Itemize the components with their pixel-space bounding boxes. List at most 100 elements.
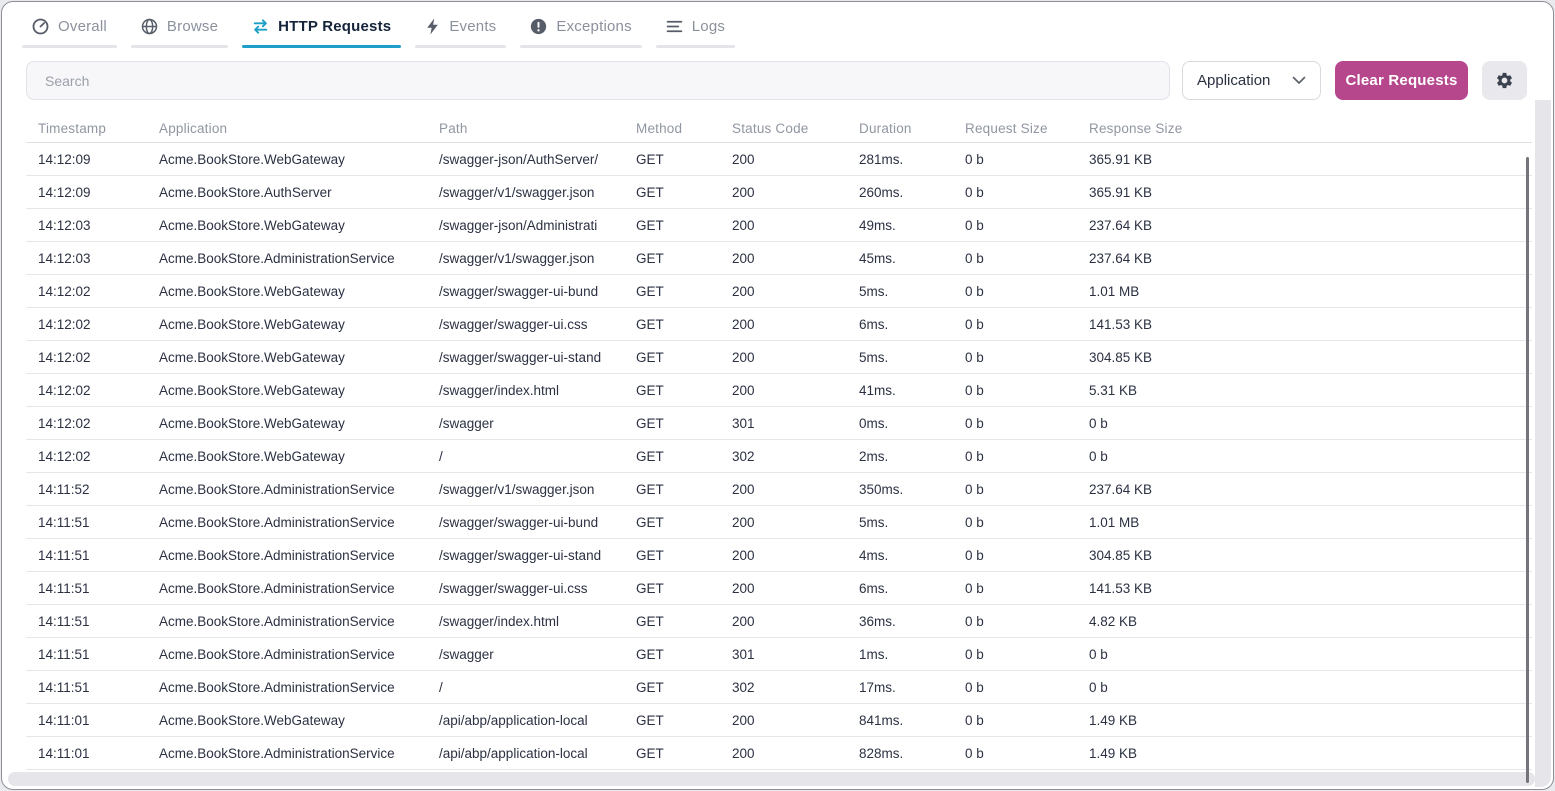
table-row[interactable]: 14:11:51 Acme.BookStore.AdministrationSer… [26,671,1532,704]
cell-request-size: 0 b [965,448,984,464]
cell-duration: 281ms. [859,151,904,167]
table-row[interactable]: 14:11:52 Acme.BookStore.AdministrationSer… [26,473,1532,506]
table-row[interactable]: 14:12:03 Acme.BookStore.AdministrationSer… [26,242,1532,275]
cell-duration: 6ms. [859,316,889,332]
tab-label: Logs [691,18,726,35]
cell-application: Acme.BookStore.WebGateway [159,382,345,398]
cell-timestamp: 14:11:51 [38,646,90,662]
table-row[interactable]: 14:12:02 Acme.BookStore.WebGateway/swagge… [26,407,1532,440]
cell-request-size: 0 b [965,316,984,332]
table-row[interactable]: 14:12:02 Acme.BookStore.WebGateway/swagge… [26,275,1532,308]
tab-exceptions[interactable]: Exceptions [520,14,643,48]
table-row[interactable]: 14:12:09 Acme.BookStore.WebGateway/swagge… [26,143,1532,176]
cell-timestamp: 14:11:51 [38,514,90,530]
cell-status-code: 302 [732,448,755,464]
cell-request-size: 0 b [965,580,984,596]
settings-button[interactable] [1482,61,1527,100]
cell-duration: 45ms. [859,250,896,266]
table-row[interactable]: 14:11:01 Acme.BookStore.WebGateway/api/ab… [26,704,1532,737]
clear-requests-button[interactable]: Clear Requests [1335,61,1468,100]
cell-request-size: 0 b [965,613,984,629]
cell-request-size: 0 b [965,514,984,530]
exclamation-icon [530,18,547,35]
tab-events[interactable]: Events [415,14,507,48]
column-header-path: Path [439,120,468,136]
table-header: Timestamp Application Path Method Status… [26,114,1532,143]
cell-status-code: 301 [732,646,755,662]
cell-duration: 2ms. [859,448,889,464]
cell-timestamp: 14:11:51 [38,547,90,563]
cell-timestamp: 14:12:02 [38,283,91,299]
cell-method: GET [636,448,664,464]
table-row[interactable]: 14:12:09 Acme.BookStore.AuthServer/swagge… [26,176,1532,209]
cell-path: /swagger [439,415,494,431]
cell-response-size: 304.85 KB [1089,547,1153,563]
cell-duration: 828ms. [859,745,904,761]
cell-duration: 5ms. [859,283,889,299]
table-row[interactable]: 14:11:51 Acme.BookStore.AdministrationSer… [26,572,1532,605]
cell-method: GET [636,547,664,563]
cell-duration: 36ms. [859,613,896,629]
application-filter-dropdown[interactable]: Application [1182,61,1321,100]
cell-timestamp: 14:11:01 [38,712,90,728]
tab-label: Events [449,18,497,35]
cell-status-code: 200 [732,184,755,200]
gauge-icon [32,18,49,35]
logs-icon [666,19,683,34]
cell-duration: 6ms. [859,580,889,596]
table-row[interactable]: 14:11:01 Acme.BookStore.AdministrationSer… [26,737,1532,770]
vertical-scrollbar-track[interactable] [1535,100,1551,787]
cell-timestamp: 14:12:02 [38,415,91,431]
tab-logs[interactable]: Logs [655,14,736,48]
cell-application: Acme.BookStore.WebGateway [159,151,345,167]
tab-http-requests[interactable]: HTTP Requests [242,14,402,48]
cell-application: Acme.BookStore.AdministrationService [159,250,395,266]
table-row[interactable]: 14:12:02 Acme.BookStore.WebGateway/swagge… [26,308,1532,341]
column-header-request-size: Request Size [965,120,1048,136]
column-header-duration: Duration [859,120,912,136]
cell-path: /api/abp/application-local [439,745,588,761]
table-row[interactable]: 14:12:03 Acme.BookStore.WebGateway/swagge… [26,209,1532,242]
table-row[interactable]: 14:11:51 Acme.BookStore.AdministrationSer… [26,539,1532,572]
table-row[interactable]: 14:12:02 Acme.BookStore.WebGateway / GET 302… [26,440,1532,473]
column-header-application: Application [159,120,228,136]
cell-application: Acme.BookStore.AdministrationService [159,514,395,530]
cell-path: /swagger/swagger-ui-stand [439,547,602,563]
cell-path: /swagger/index.html [439,382,560,398]
cell-request-size: 0 b [965,745,984,761]
horizontal-scrollbar-track[interactable] [8,772,1535,786]
cell-method: GET [636,382,664,398]
cell-request-size: 0 b [965,382,984,398]
cell-method: GET [636,613,664,629]
cell-request-size: 0 b [965,646,984,662]
table-row[interactable]: 14:12:02 Acme.BookStore.WebGateway/swagge… [26,374,1532,407]
tab-browse[interactable]: Browse [130,14,229,48]
table-row[interactable]: 14:11:51 Acme.BookStore.AdministrationSer… [26,605,1532,638]
search-input[interactable] [26,61,1170,100]
cell-duration: 1ms. [859,646,889,662]
cell-path: /swagger-json/Administrati [439,217,598,233]
cell-application: Acme.BookStore.AdministrationService [159,547,395,563]
cell-duration: 260ms. [859,184,904,200]
table-row[interactable]: 14:11:51 Acme.BookStore.AdministrationSer… [26,506,1532,539]
table-row[interactable]: 14:11:51 Acme.BookStore.AdministrationSer… [26,638,1532,671]
cell-request-size: 0 b [965,481,984,497]
tab-label: Exceptions [556,18,632,35]
cell-timestamp: 14:12:02 [38,382,91,398]
cell-path: /swagger [439,646,494,662]
cell-response-size: 0 b [1089,646,1108,662]
cell-duration: 350ms. [859,481,904,497]
cell-timestamp: 14:12:03 [38,250,91,266]
cell-path: /api/abp/application-local [439,712,588,728]
cell-method: GET [636,415,664,431]
cell-request-size: 0 b [965,712,984,728]
cell-timestamp: 14:12:02 [38,316,91,332]
table-row[interactable]: 14:12:02 Acme.BookStore.WebGateway/swagge… [26,341,1532,374]
cell-path: /swagger/swagger-ui.css [439,580,588,596]
column-header-response-size: Response Size [1089,120,1183,136]
tab-overall[interactable]: Overall [22,14,117,48]
cell-status-code: 302 [732,679,755,695]
cell-timestamp: 14:11:51 [38,679,90,695]
cell-response-size: 365.91 KB [1089,184,1153,200]
table-scrollbar-thumb[interactable] [1526,157,1529,783]
